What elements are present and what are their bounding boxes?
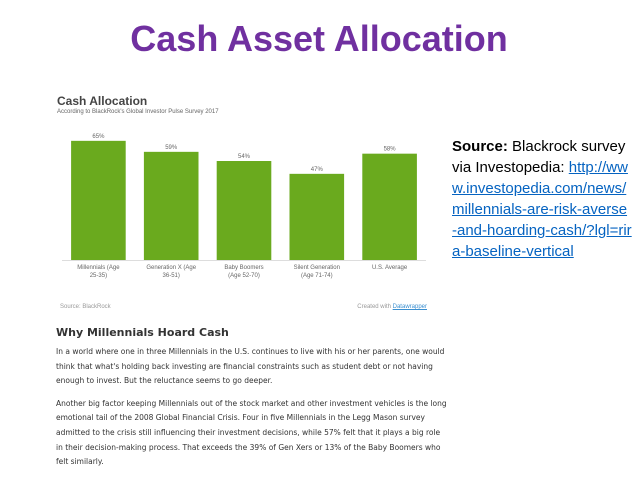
bar	[362, 153, 417, 260]
category-label: (Age 52-70)	[228, 273, 260, 279]
article: Why Millennials Hoard Cash In a world wh…	[56, 326, 448, 478]
article-paragraph: Another big factor keeping Millennials o…	[56, 398, 447, 467]
chart-panel: 65% Millennials (Age 25-35) 59% Generation X…	[50, 92, 430, 318]
credit-prefix: Created with	[357, 304, 391, 310]
category-label: Millennials (Age	[77, 265, 120, 271]
datawrapper-link[interactable]: Datawrapper	[392, 304, 427, 310]
category-label: (Age 71-74)	[301, 273, 333, 279]
category-label: Silent Generation	[294, 265, 340, 271]
bar	[216, 161, 272, 260]
article-heading: Why Millennials Hoard Cash	[56, 326, 229, 339]
chart-subtitle: According to BlackRock's Global Investor…	[57, 109, 219, 115]
bar-value-label: 47%	[311, 167, 324, 173]
source-url-link[interactable]: http://www.investopedia.com/news/millenn…	[452, 159, 632, 260]
bar-chart: 65% Millennials (Age 25-35) 59% Generation X…	[62, 134, 426, 279]
category-label: Generation X (Age	[146, 265, 196, 271]
category-label: 36-51)	[163, 273, 180, 279]
category-label: Baby Boomers	[224, 265, 263, 271]
category-label: U.S. Average	[372, 265, 408, 271]
bar	[143, 151, 199, 260]
article-paragraph: In a world where one in three Millennial…	[56, 347, 445, 386]
source-text: Blackrock survey via Investopedia:	[452, 138, 626, 176]
chart-credit: Created with Datawrapper	[357, 304, 427, 310]
chart-source: Source: BlackRock	[60, 304, 111, 310]
source-box: Source: Blackrock survey via Investopedi…	[452, 136, 632, 262]
bar-value-label: 65%	[92, 134, 105, 140]
category-label: 25-35)	[90, 273, 107, 279]
source-label: Source:	[452, 138, 508, 155]
chart-title: Cash Allocation	[57, 94, 148, 108]
bar-value-label: 54%	[238, 154, 251, 160]
bar-value-label: 58%	[384, 147, 397, 153]
bar-value-label: 59%	[165, 145, 178, 151]
bar	[289, 173, 345, 260]
slide-title: Cash Asset Allocation	[130, 18, 508, 59]
bar	[71, 140, 126, 260]
